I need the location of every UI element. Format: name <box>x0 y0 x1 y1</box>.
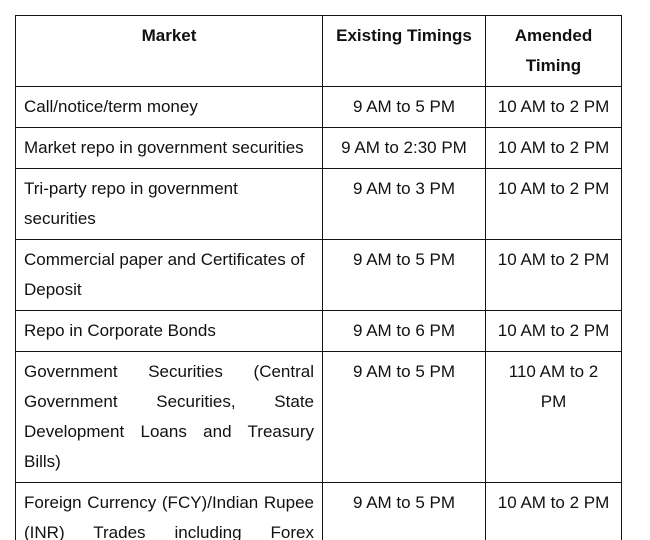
market-cell: Government Securities (Central Governmen… <box>15 351 323 483</box>
existing-timing-cell: 9 AM to 5 PM <box>322 86 486 128</box>
existing-timing-cell: 9 AM to 2:30 PM <box>322 127 486 169</box>
table-row: Repo in Corporate Bonds 9 AM to 6 PM 10 AM… <box>15 310 622 352</box>
table-row: Market repo in government securities 9 AM… <box>15 127 622 169</box>
table-row: Call/notice/term money 9 AM to 5 PM 10 AM … <box>15 86 622 128</box>
existing-timing-cell: 9 AM to 3 PM <box>322 168 486 240</box>
table-row: Foreign Currency (FCY)/Indian Rupee (INR… <box>15 482 622 540</box>
existing-timing-cell: 9 AM to 5 PM <box>322 239 486 311</box>
table-row: Commercial paper and Certificates of Dep… <box>15 239 622 311</box>
table-row: Tri-party repo in government securities 9… <box>15 168 622 240</box>
col-header-amended-timing: Amended Timing <box>485 15 622 87</box>
market-cell: Commercial paper and Certificates of Dep… <box>15 239 323 311</box>
market-cell: Market repo in government securities <box>15 127 323 169</box>
table-row: Government Securities (Central Governmen… <box>15 351 622 483</box>
existing-timing-cell: 9 AM to 5 PM <box>322 351 486 483</box>
amended-timing-cell: 10 AM to 2 PM <box>485 168 622 240</box>
amended-timing-cell: 10 AM to 2 PM <box>485 310 622 352</box>
amended-timing-cell: 110 AM to 2 PM <box>485 351 622 483</box>
header-row: Market Existing Timings Amended Timing <box>15 15 622 87</box>
amended-timing-cell: 10 AM to 2 PM <box>485 239 622 311</box>
market-cell: Foreign Currency (FCY)/Indian Rupee (INR… <box>15 482 323 540</box>
table-header: Market Existing Timings Amended Timing <box>15 15 622 87</box>
market-cell: Call/notice/term money <box>15 86 323 128</box>
table-body: Call/notice/term money 9 AM to 5 PM 10 AM … <box>15 86 622 540</box>
existing-timing-cell: 9 AM to 6 PM <box>322 310 486 352</box>
amended-timing-cell: 10 AM to 2 PM <box>485 86 622 128</box>
market-timings-table: Market Existing Timings Amended Timing C… <box>15 15 622 540</box>
market-cell: Repo in Corporate Bonds <box>15 310 323 352</box>
existing-timing-cell: 9 AM to 5 PM <box>322 482 486 540</box>
amended-timing-cell: 10 AM to 2 PM <box>485 482 622 540</box>
col-header-market: Market <box>15 15 323 87</box>
market-cell: Tri-party repo in government securities <box>15 168 323 240</box>
amended-timing-cell: 10 AM to 2 PM <box>485 127 622 169</box>
col-header-existing-timings: Existing Timings <box>322 15 486 87</box>
